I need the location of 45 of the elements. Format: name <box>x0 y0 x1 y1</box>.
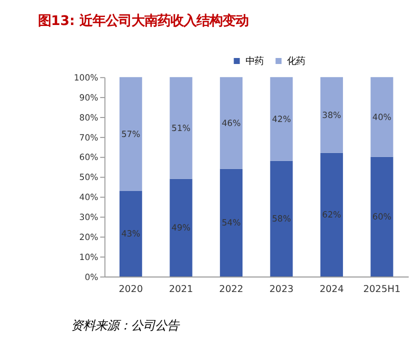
x-tick-label: 2024 <box>320 284 344 296</box>
data-label: 46% <box>222 118 241 129</box>
y-tick-label: 30% <box>79 213 98 224</box>
bar <box>370 77 394 157</box>
data-label: 62% <box>322 210 342 221</box>
y-tick-label: 10% <box>79 252 98 263</box>
y-tick-label: 80% <box>79 113 98 124</box>
data-label: 58% <box>272 214 291 225</box>
y-tick-label: 20% <box>79 232 98 243</box>
x-tick-label: 2021 <box>168 284 194 296</box>
data-label: 38% <box>322 110 342 121</box>
bar <box>170 77 192 179</box>
y-tick-label: 90% <box>79 93 98 104</box>
data-label: 49% <box>172 224 191 234</box>
data-label: 60% <box>372 212 392 223</box>
y-tick-label: 60% <box>79 153 98 164</box>
x-tick-label: 2020 <box>118 284 143 296</box>
bar <box>170 178 192 277</box>
x-tick-label: 2023 <box>269 284 294 296</box>
bar <box>370 156 394 277</box>
bar <box>320 77 343 153</box>
bar <box>120 77 142 191</box>
data-label: 43% <box>121 230 140 240</box>
y-tick-label: 0% <box>84 272 98 283</box>
chart-title: 图13: 近年公司大南药收入结构变动 <box>38 12 248 29</box>
y-tick-label: 100% <box>74 73 98 84</box>
data-label: 51% <box>172 124 191 134</box>
y-tick-label: 40% <box>79 193 98 204</box>
data-label: 40% <box>372 112 392 123</box>
text: 资料来源：公司公告 <box>71 318 182 333</box>
y-tick-label: 70% <box>79 133 98 144</box>
x-tick-label: 2022 <box>219 284 244 296</box>
bar <box>120 190 142 277</box>
bar <box>220 77 243 169</box>
legend-label: 化药 <box>287 56 306 67</box>
bar <box>270 77 293 161</box>
data-label: 57% <box>121 130 140 140</box>
y-tick-label: 50% <box>79 173 98 184</box>
x-tick-label: 2025H1 <box>363 284 401 296</box>
data-label: 54% <box>222 218 241 229</box>
bar <box>220 168 243 277</box>
bar <box>270 160 293 277</box>
bar <box>320 152 343 277</box>
data-label: 42% <box>272 114 291 125</box>
legend-label: 中药 <box>245 56 264 67</box>
